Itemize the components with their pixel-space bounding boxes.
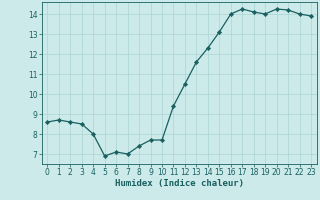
X-axis label: Humidex (Indice chaleur): Humidex (Indice chaleur) bbox=[115, 179, 244, 188]
